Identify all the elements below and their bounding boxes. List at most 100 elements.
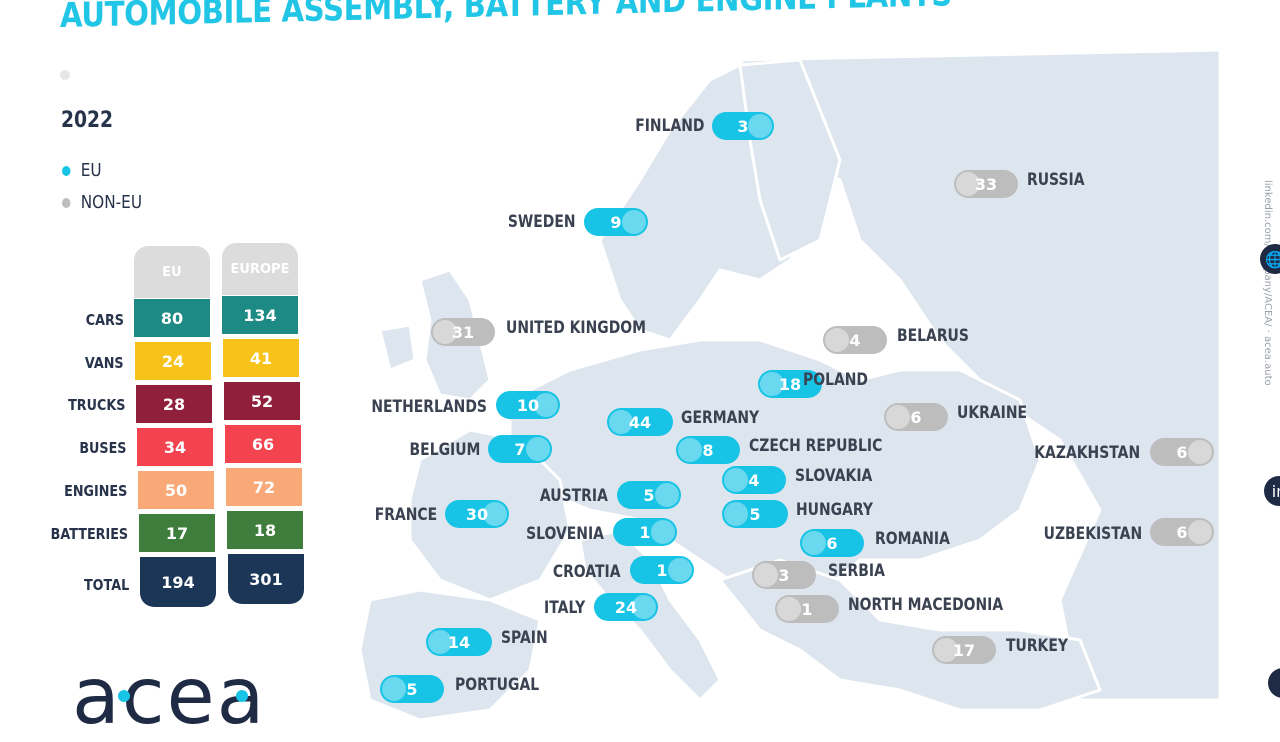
table-cell-trucks-europe: 52 xyxy=(224,382,300,420)
table-cell-total-europe: 301 xyxy=(228,554,304,604)
country-pill-czech-republic: 8 xyxy=(676,436,740,464)
country-pill-uzbekistan: 6 xyxy=(1150,518,1214,546)
country-value-russia: 33 xyxy=(974,174,998,194)
map-finland xyxy=(738,58,842,262)
country-value-serbia: 3 xyxy=(778,565,790,585)
country-pill-slovenia: 1 xyxy=(613,518,677,546)
legend-dot-non-eu xyxy=(62,198,71,208)
country-value-czech-republic: 8 xyxy=(702,440,714,460)
country-label-ukraine: UKRAINE xyxy=(957,403,1028,423)
table-cell-buses-europe: 66 xyxy=(225,425,301,463)
country-label-kazakhstan: KAZAKHSTAN xyxy=(1034,443,1140,463)
country-pill-belarus: 4 xyxy=(823,326,887,354)
country-pill-france: 30 xyxy=(445,500,509,528)
country-value-united-kingdom: 31 xyxy=(451,322,475,342)
country-label-north-macedonia: NORTH MACEDONIA xyxy=(848,595,1004,615)
country-value-uzbekistan: 6 xyxy=(1176,522,1188,542)
country-pill-hungary: 5 xyxy=(722,500,788,528)
country-pill-spain: 14 xyxy=(426,628,492,656)
country-label-germany: GERMANY xyxy=(681,408,760,428)
country-value-netherlands: 10 xyxy=(516,395,540,415)
country-label-poland: POLAND xyxy=(803,370,868,390)
country-value-hungary: 5 xyxy=(749,504,761,524)
map-ireland xyxy=(378,323,417,372)
globe-icon[interactable]: 🌐 xyxy=(1260,244,1280,274)
country-value-croatia: 1 xyxy=(656,560,668,580)
country-label-serbia: SERBIA xyxy=(828,561,885,581)
country-pill-ukraine: 6 xyxy=(884,403,948,431)
legend-item-eu: EU xyxy=(62,160,102,181)
table-cell-total-eu: 194 xyxy=(140,557,216,607)
linkedin-icon[interactable]: in xyxy=(1264,476,1280,506)
table-cell-cars-europe: 134 xyxy=(222,296,298,334)
country-value-italy: 24 xyxy=(614,597,638,617)
country-pill-slovakia: 4 xyxy=(722,466,786,494)
country-value-belarus: 4 xyxy=(849,330,861,350)
country-pill-finland: 3 xyxy=(712,112,774,140)
country-label-portugal: PORTUGAL xyxy=(455,675,540,695)
country-label-czech-republic: CZECH REPUBLIC xyxy=(749,436,883,456)
country-pill-kazakhstan: 6 xyxy=(1150,438,1214,466)
table-row-label-total: TOTAL xyxy=(83,576,129,594)
country-value-portugal: 5 xyxy=(406,679,418,699)
country-pill-russia: 33 xyxy=(954,170,1018,198)
country-value-belgium: 7 xyxy=(514,439,526,459)
country-label-united-kingdom: UNITED KINGDOM xyxy=(506,318,647,338)
map-russia xyxy=(738,48,1222,702)
legend-label-eu: EU xyxy=(80,160,102,181)
table-row-label-batteries: BATTERIES xyxy=(50,525,128,543)
country-pill-austria: 5 xyxy=(617,481,681,509)
country-pill-romania: 6 xyxy=(800,529,864,557)
table-row-label-engines: ENGINES xyxy=(63,482,127,500)
country-label-croatia: CROATIA xyxy=(552,562,620,582)
country-value-poland: 18 xyxy=(778,374,802,394)
side-links-text: linkedin.com/company/ACEA/ · acea.auto xyxy=(1262,180,1273,386)
country-label-belgium: BELGIUM xyxy=(409,440,480,460)
country-label-uzbekistan: UZBEKISTAN xyxy=(1043,524,1142,544)
table-cell-trucks-eu: 28 xyxy=(136,385,212,423)
table-cell-batteries-eu: 17 xyxy=(139,514,215,552)
country-pill-united-kingdom: 31 xyxy=(431,318,495,346)
table-row-label-buses: BUSES xyxy=(78,439,126,457)
country-value-slovenia: 1 xyxy=(639,522,651,542)
country-label-italy: ITALY xyxy=(543,598,585,618)
country-label-turkey: TURKEY xyxy=(1006,636,1068,656)
table-row-label-trucks: TRUCKS xyxy=(67,396,125,414)
table-cell-engines-europe: 72 xyxy=(226,468,302,506)
table-cell-vans-europe: 41 xyxy=(223,339,299,377)
country-value-slovakia: 4 xyxy=(748,470,760,490)
table-cell-buses-eu: 34 xyxy=(137,428,213,466)
country-label-france: FRANCE xyxy=(374,505,437,525)
country-value-north-macedonia: 1 xyxy=(801,599,813,619)
country-value-germany: 44 xyxy=(628,412,652,432)
year-label: 2022 xyxy=(61,108,114,133)
logo-dot xyxy=(118,690,130,702)
country-pill-netherlands: 10 xyxy=(496,391,560,419)
country-pill-poland: 18 xyxy=(758,370,822,398)
country-pill-belgium: 7 xyxy=(488,435,552,463)
country-value-romania: 6 xyxy=(826,533,838,553)
country-pill-serbia: 3 xyxy=(752,561,816,589)
table-header-europe: EUROPE xyxy=(222,243,298,295)
legend-item-non-eu: NON-EU xyxy=(62,192,142,213)
country-pill-turkey: 17 xyxy=(932,636,996,664)
country-value-turkey: 17 xyxy=(952,640,976,660)
country-label-netherlands: NETHERLANDS xyxy=(371,397,487,417)
country-pill-north-macedonia: 1 xyxy=(775,595,839,623)
country-value-kazakhstan: 6 xyxy=(1176,442,1188,462)
country-pill-sweden: 9 xyxy=(584,208,648,236)
country-value-spain: 14 xyxy=(447,632,471,652)
country-label-austria: AUSTRIA xyxy=(540,486,608,506)
country-pill-portugal: 5 xyxy=(380,675,444,703)
social-icon[interactable] xyxy=(1268,668,1280,698)
table-cell-engines-eu: 50 xyxy=(138,471,214,509)
country-label-russia: RUSSIA xyxy=(1027,170,1085,190)
country-value-finland: 3 xyxy=(737,116,749,136)
table-row-label-cars: CARS xyxy=(85,311,124,329)
country-value-ukraine: 6 xyxy=(910,407,922,427)
country-label-slovenia: SLOVENIA xyxy=(526,524,604,544)
country-value-sweden: 9 xyxy=(610,212,622,232)
table-cell-cars-eu: 80 xyxy=(134,299,210,337)
country-pill-germany: 44 xyxy=(607,408,673,436)
country-label-belarus: BELARUS xyxy=(897,326,969,346)
